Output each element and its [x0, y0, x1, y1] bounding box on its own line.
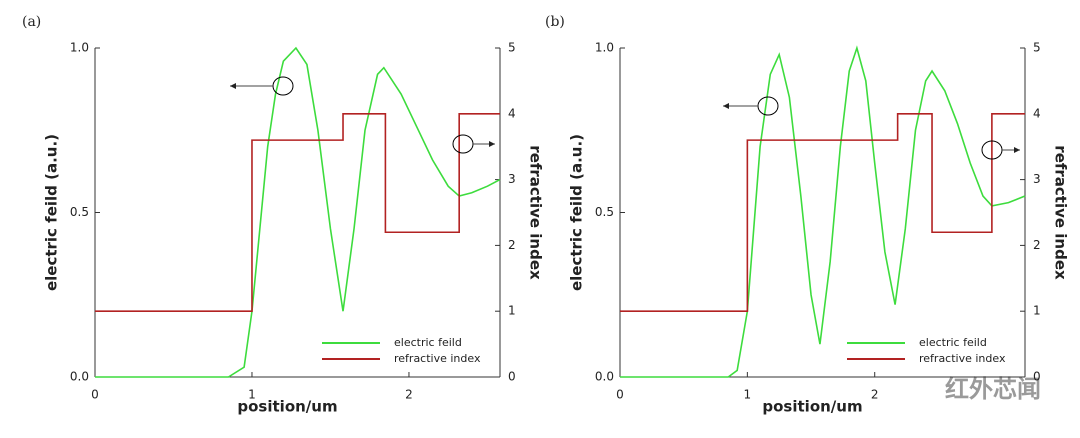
- arrow-head: [230, 83, 236, 89]
- y2-tick-label: 4: [1033, 106, 1041, 120]
- x-tick-label: 1: [744, 388, 752, 402]
- y-tick-label: 0.5: [595, 205, 614, 219]
- legend-label: refractive index: [394, 352, 481, 365]
- legend-label: refractive index: [919, 352, 1006, 365]
- y2-tick-label: 0: [1033, 370, 1041, 384]
- y-tick-label: 0.0: [70, 370, 89, 384]
- y2-tick-label: 2: [508, 238, 516, 252]
- annotation-circle: [757, 96, 779, 116]
- arrow-head: [489, 141, 495, 147]
- panel-label: (b): [545, 14, 565, 30]
- y2-tick-label: 5: [508, 41, 516, 55]
- y-tick-label: 1.0: [595, 41, 614, 55]
- y-axis-label: electric feild (a.u.): [568, 134, 586, 291]
- y2-tick-label: 1: [1033, 304, 1041, 318]
- x-tick-label: 0: [616, 388, 624, 402]
- data-line: [95, 46, 501, 378]
- x-axis-label: position/um: [237, 398, 337, 416]
- y2-tick-label: 3: [1033, 172, 1041, 186]
- legend-label: electric feild: [394, 336, 462, 349]
- x-tick-label: 2: [405, 388, 413, 402]
- y-tick-label: 0.5: [70, 205, 89, 219]
- data-line: [95, 113, 500, 312]
- y2-tick-label: 5: [1033, 41, 1041, 55]
- y2-axis-label: refractive index: [527, 145, 545, 280]
- y2-tick-label: 0: [508, 370, 516, 384]
- x-tick-label: 2: [871, 388, 879, 402]
- y2-axis-label: refractive index: [1052, 145, 1070, 280]
- x-tick-label: 0: [91, 388, 99, 402]
- legend-label: electric feild: [919, 336, 987, 349]
- y2-tick-label: 4: [508, 106, 516, 120]
- data-line: [620, 45, 1026, 378]
- y2-tick-label: 2: [1033, 238, 1041, 252]
- annotation-circle: [452, 134, 474, 154]
- arrow-head: [1014, 147, 1020, 153]
- y2-tick-label: 1: [508, 304, 516, 318]
- y-tick-label: 1.0: [70, 41, 89, 55]
- x-axis-label: position/um: [762, 398, 862, 416]
- data-line: [620, 113, 1025, 312]
- annotation-circle: [272, 76, 294, 96]
- y-axis-label: electric feild (a.u.): [43, 134, 61, 291]
- y2-tick-label: 3: [508, 172, 516, 186]
- x-tick-label: 1: [248, 388, 256, 402]
- watermark: 红外芯闻: [945, 375, 1041, 403]
- arrow-head: [723, 103, 729, 109]
- y-tick-label: 0.0: [595, 370, 614, 384]
- panel-label: (a): [22, 14, 41, 30]
